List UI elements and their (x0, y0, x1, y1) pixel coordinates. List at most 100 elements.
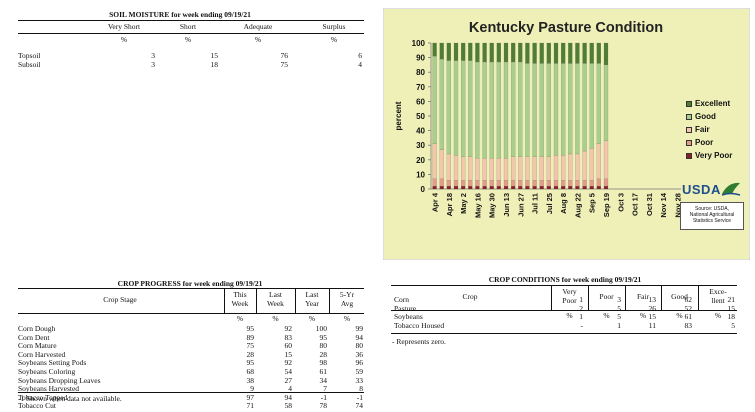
usda-source-box: Source: USDA, National Agricultural Stat… (680, 202, 744, 230)
x-tick-label: Sep 5 (588, 193, 597, 213)
bar-segment (503, 42, 509, 63)
bar-segment (596, 143, 601, 179)
crop-progress-row-label: Corn Mature (18, 341, 57, 351)
bar-segment (553, 42, 559, 64)
crop-conditions-row-label: Tobacco Housed (394, 320, 445, 330)
soil-row-topsoil-value: 6 (358, 51, 362, 60)
bar-segment (553, 180, 559, 187)
crop-conditions-cell: 11 (648, 320, 656, 330)
bar-segment (496, 42, 501, 63)
crop-progress-cell: 8 (359, 384, 363, 394)
cc-col-poor: Poor (599, 292, 614, 301)
x-tick-label: Nov 14 (659, 192, 668, 217)
x-tick-label: Oct 31 (645, 193, 654, 216)
crop-conditions-header-rule (391, 310, 737, 311)
crop-progress-col-divider (329, 288, 330, 313)
bar-segment (532, 185, 537, 190)
bar-segment (439, 42, 444, 60)
cp-unit: % (236, 314, 244, 323)
bar-segment (589, 63, 594, 149)
bar-segment (575, 153, 580, 181)
cc-unit: % (603, 311, 610, 320)
crop-conditions-cell: 1 (617, 320, 621, 330)
soil-row-topsoil-label: Topsoil (18, 51, 41, 60)
bar-segment (511, 42, 516, 63)
crop-progress-cell: 74 (355, 401, 364, 411)
crop-progress-cell: 99 (355, 324, 364, 333)
bar-segment (446, 180, 451, 187)
crop-progress-cell: 80 (319, 341, 328, 351)
bar-segment (503, 180, 509, 187)
usda-logo: USDA Source: USDA, National Agricultural… (680, 180, 744, 232)
y-tick-label: 70 (416, 83, 425, 92)
bar-segment (518, 61, 523, 157)
bar-segment (489, 185, 494, 190)
crop-stage-header: Crop Stage (103, 295, 137, 304)
cp-col-last-year-1: Last (305, 290, 319, 299)
legend-excellent-swatch (686, 100, 692, 107)
x-tick-label: Apr 4 (431, 192, 440, 212)
bar-segment (461, 156, 466, 181)
crop-progress-row-label: Corn Dough (18, 324, 56, 333)
cc-unit: % (676, 311, 683, 320)
y-axis-label: percent (394, 101, 403, 130)
y-tick-label: 90 (416, 54, 425, 63)
crop-progress-row-label: Corn Harvested (18, 349, 66, 359)
crop-conditions-cell: 15 (727, 303, 736, 313)
x-tick-label: Nov 28 (673, 193, 682, 218)
bar-segment (525, 180, 530, 187)
bar-segment (475, 180, 480, 187)
crop-progress-row-label: Soybeans Harvested (18, 384, 80, 394)
bar-segment (496, 158, 501, 181)
crop-progress-col-divider (256, 288, 257, 313)
crop-progress-row-label: Soybeans Setting Pods (18, 358, 87, 368)
bar-segment (461, 42, 466, 61)
cp-col-last-week-2: Week (267, 299, 284, 308)
crop-progress-cell: 36 (355, 349, 364, 359)
legend-very-poor-label: Very Poor (695, 151, 733, 160)
bar-segment (568, 153, 573, 181)
soil-unit-2: % (254, 35, 262, 44)
legend-poor: Poor (686, 138, 713, 147)
bar-segment (539, 42, 544, 64)
crop-conditions-col-divider (698, 285, 699, 310)
crop-conditions-cell: 13 (648, 295, 657, 304)
bar-segment (539, 180, 544, 187)
crop-conditions-col-divider (625, 285, 626, 310)
soil-moisture-top-rule (18, 20, 364, 21)
crop-progress-cell: 7 (323, 384, 327, 394)
bar-segment (511, 61, 516, 157)
crop-progress-cell: 9 (250, 384, 254, 394)
x-tick-label: May 2 (459, 193, 468, 214)
crop-progress-cell: 92 (284, 358, 293, 368)
bar-segment (525, 156, 530, 181)
crop-conditions-cell: 83 (684, 320, 693, 330)
crop-progress-header-rule (18, 313, 364, 314)
bar-segment (539, 185, 544, 190)
soil-unit-0: % (120, 35, 128, 44)
soil-row-subsoil-label: Subsoil (18, 60, 41, 69)
crop-progress-row-label: Tobacco Cut (18, 401, 57, 411)
cc-col-excellent-2: llent (711, 296, 725, 305)
bar-segment (489, 180, 494, 187)
cc-col-very-poor-2: Poor (562, 296, 577, 305)
legend-poor-swatch (686, 139, 692, 146)
bar-segment (596, 63, 601, 144)
crop-conditions-cell: 18 (727, 312, 736, 322)
bar-segment (432, 185, 437, 190)
cp-unit: % (272, 314, 279, 323)
legend-fair: Fair (686, 125, 710, 134)
bar-segment (525, 63, 530, 157)
x-tick-label: May 16 (473, 193, 482, 218)
bar-segment (518, 185, 523, 190)
crop-progress-cell: 58 (284, 401, 293, 411)
crop-progress-cell: 92 (284, 324, 293, 333)
soil-row-subsoil-value: 4 (358, 60, 362, 69)
pasture-condition-chart: Kentucky Pasture Condition 0 10 20 30 40 50 60 7… (383, 8, 750, 260)
bar-segment (482, 158, 487, 181)
bar-segment (539, 63, 544, 157)
crop-conditions-cell: 61 (684, 312, 693, 322)
cc-col-excellent-1: Exce- (709, 287, 727, 296)
bar-segment (575, 180, 580, 187)
bar-segment (561, 42, 566, 64)
